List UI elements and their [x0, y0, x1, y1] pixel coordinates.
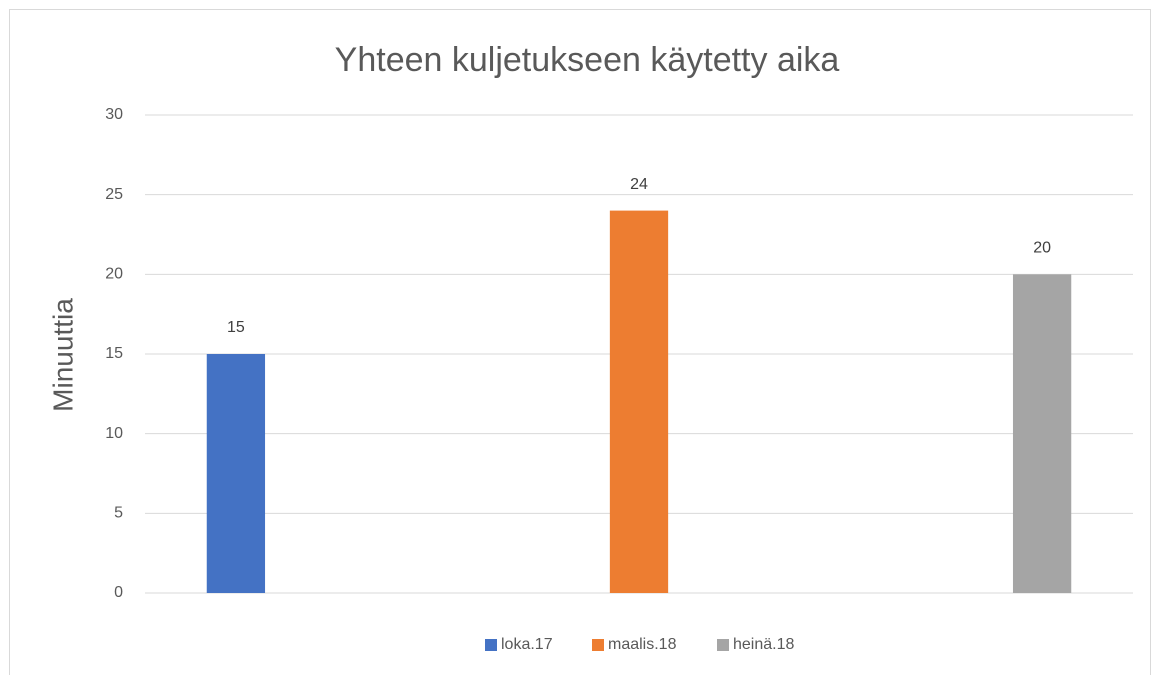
legend-swatch [592, 639, 604, 651]
bar [1012, 274, 1072, 593]
data-label: 24 [630, 176, 648, 193]
chart-title: Yhteen kuljetukseen käytetty aika [335, 41, 840, 79]
y-tick-label: 10 [105, 425, 123, 442]
legend-swatch [717, 639, 729, 651]
legend-swatch [485, 639, 497, 651]
legend-label: maalis.18 [608, 636, 677, 653]
legend-label: loka.17 [501, 636, 553, 653]
data-label: 15 [227, 319, 245, 336]
y-tick-label: 5 [114, 505, 123, 522]
bar [206, 354, 266, 593]
y-tick-label: 25 [105, 186, 123, 203]
y-axis-label: Minuuttia [47, 298, 78, 412]
data-label: 20 [1033, 240, 1051, 257]
bar [609, 210, 669, 593]
y-tick-label: 15 [105, 345, 123, 362]
y-tick-label: 20 [105, 266, 123, 283]
chart-border [9, 9, 1151, 675]
y-tick-label: 0 [114, 584, 123, 601]
legend-label: heinä.18 [733, 636, 794, 653]
y-tick-label: 30 [105, 106, 123, 123]
